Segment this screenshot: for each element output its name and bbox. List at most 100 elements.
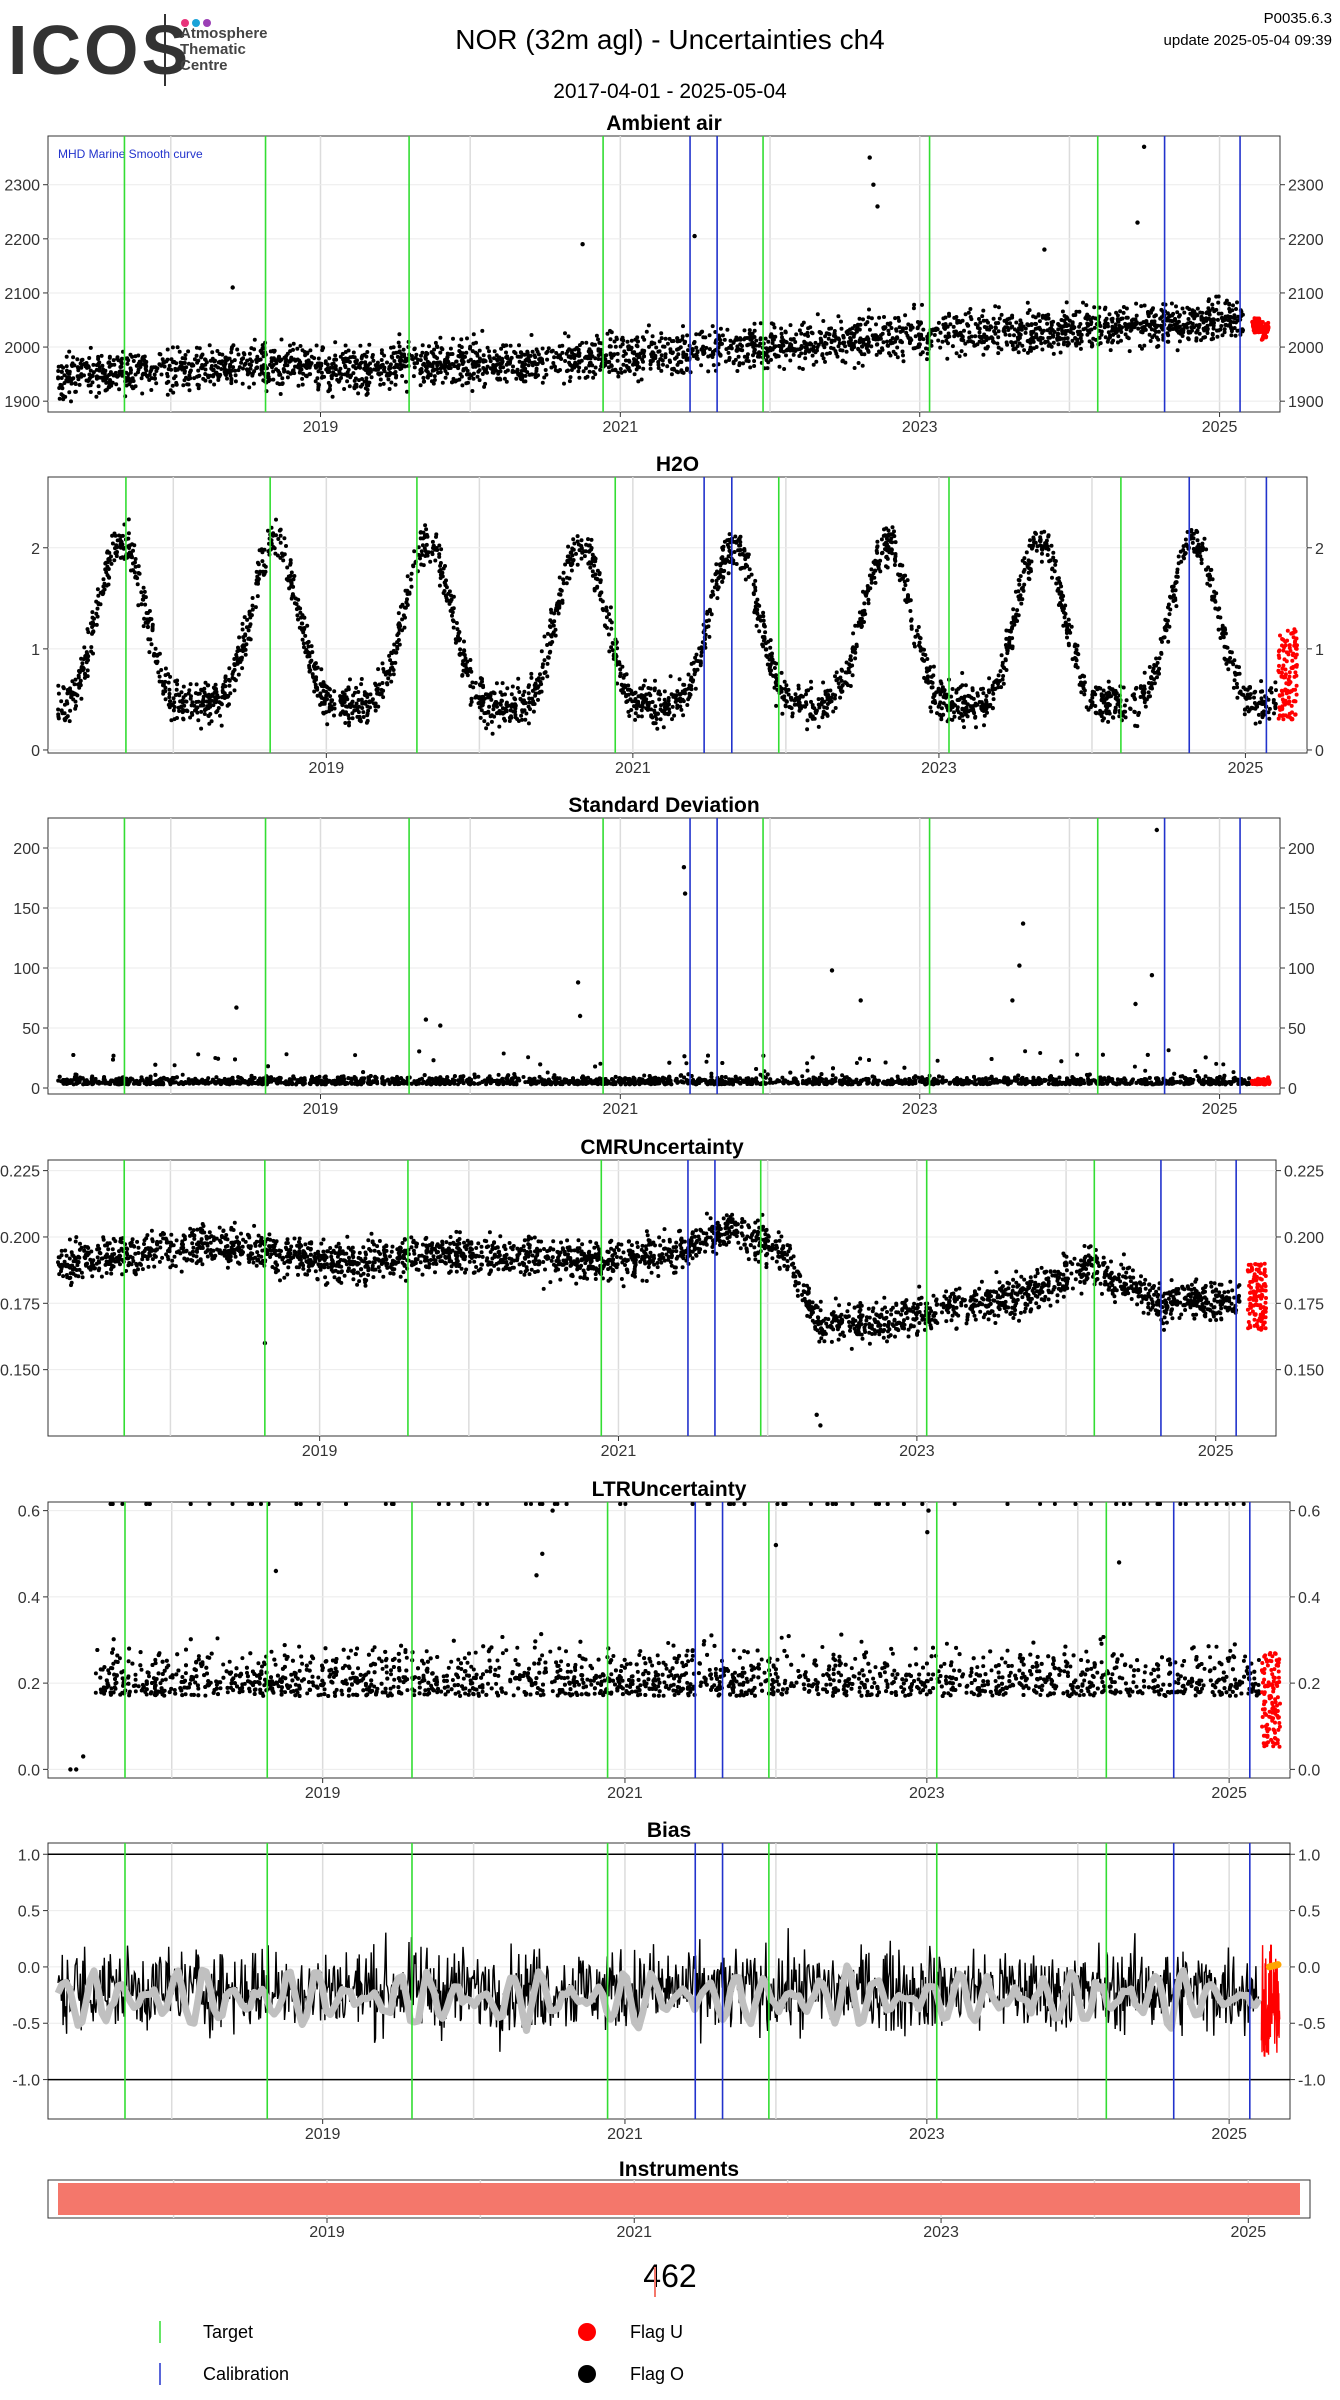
data-point [575,534,580,539]
data-point [137,359,142,364]
data-point [817,705,822,710]
data-point [142,362,147,366]
data-point [764,653,769,658]
data-point [1085,321,1090,326]
data-point [672,694,677,698]
data-point [77,382,82,387]
data-point [1138,684,1143,689]
data-point [590,363,595,368]
data-point [1148,339,1153,343]
data-point [219,723,224,728]
data-point [1199,315,1204,320]
data-point [1053,562,1058,567]
logo-dot [203,19,211,27]
x-tick-label: 2021 [615,760,651,777]
data-point [932,327,937,332]
data-point [485,345,490,350]
data-point [461,355,466,360]
data-point [1124,698,1129,703]
data-point [938,692,943,697]
data-point [1028,345,1033,350]
data-point [582,554,587,559]
data-point [530,688,535,693]
data-point [680,370,685,375]
data-point [782,367,787,371]
data-point [229,381,234,386]
data-point [159,363,164,368]
data-point [103,388,108,393]
data-point [542,375,547,380]
data-point [888,338,893,343]
data-point [886,533,891,538]
data-point [109,561,114,566]
data-point [170,383,175,388]
data-point [673,356,677,361]
data-point [1077,309,1082,314]
data-point [663,352,668,357]
data-point [467,372,472,377]
data-point [178,360,183,365]
data-point [1222,327,1227,332]
data-point [374,363,379,368]
data-point [728,343,733,348]
data-point [881,340,886,345]
data-point [254,578,259,583]
data-point [1049,323,1054,327]
data-point [849,658,854,662]
data-point [1225,314,1230,319]
data-point [250,371,255,376]
data-point [893,352,898,356]
data-point [256,562,261,567]
data-point [527,683,531,688]
data-point [609,626,614,631]
data-point [99,353,104,358]
data-point [979,700,984,705]
data-point [616,374,621,379]
data-point [527,696,532,701]
data-point [482,384,487,389]
data-point [300,382,305,387]
data-point [780,335,784,340]
data-point [181,716,186,721]
data-point [510,368,515,373]
data-point [1036,312,1041,317]
data-point [977,334,982,339]
data-point [379,348,384,353]
data-point [174,380,179,385]
data-point [87,356,92,360]
data-point [392,359,397,363]
data-point [1104,316,1109,321]
data-point [459,337,464,342]
data-point [557,592,562,597]
data-point [661,362,665,367]
data-point [840,359,845,364]
data-point [642,337,647,342]
data-point [1084,303,1089,308]
data-point [1043,340,1047,345]
data-point [748,342,753,347]
data-point [282,536,287,541]
data-point [542,671,547,675]
x-tick-label: 2023 [921,760,957,777]
data-point [766,348,771,353]
data-point [993,679,998,684]
data-point [59,699,64,704]
data-point [227,666,232,671]
data-point [838,348,843,353]
data-point [607,612,611,617]
data-point [364,376,369,381]
data-point [482,719,487,724]
data-point [1056,327,1061,332]
data-point [243,361,248,366]
data-point [386,377,391,382]
data-point [609,364,614,368]
data-point [76,675,81,680]
data-point [913,334,918,339]
icos-logo-text: ICOS [8,11,192,89]
data-point [552,355,557,360]
data-point [440,380,445,385]
data-point [1001,681,1006,686]
data-point [633,362,638,367]
data-point [225,376,229,381]
data-point [585,356,590,361]
